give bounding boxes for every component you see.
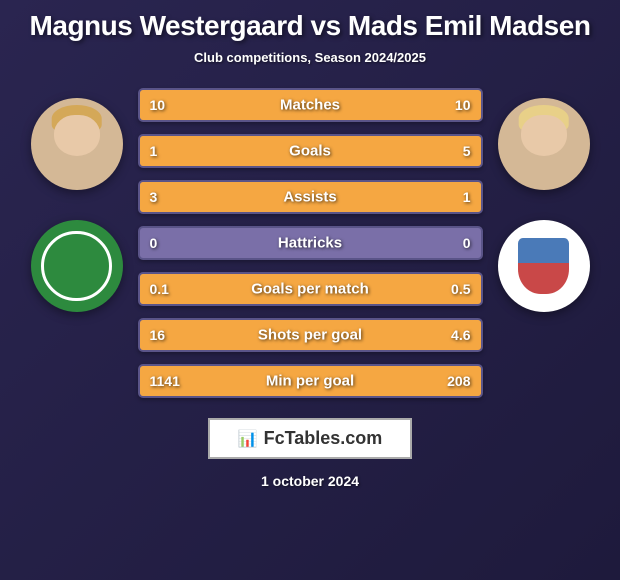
stat-value-left: 3	[150, 189, 158, 205]
chart-icon: 📊	[238, 429, 258, 449]
stat-value-left: 10	[150, 97, 166, 113]
stat-value-left: 1	[150, 143, 158, 159]
stat-row: 0 0 Hattricks	[138, 226, 483, 260]
stat-row: 16 4.6 Shots per goal	[138, 318, 483, 352]
stat-value-left: 16	[150, 327, 166, 343]
date-label: 1 october 2024	[0, 473, 620, 489]
stat-value-left: 1141	[150, 373, 180, 389]
club2-badge	[498, 220, 590, 312]
stat-label: Goals per match	[251, 281, 369, 298]
stat-value-right: 5	[463, 143, 471, 159]
stat-row: 10 10 Matches	[138, 88, 483, 122]
stats-container: 10 10 Matches 1 5 Goals 3 1 Assists 0 0 Hattricks 0.…	[138, 88, 483, 398]
left-side	[31, 88, 123, 312]
subtitle: Club competitions, Season 2024/2025	[0, 50, 620, 65]
page-title: Magnus Westergaard vs Mads Emil Madsen	[0, 10, 620, 42]
stat-value-right: 0.5	[451, 281, 470, 297]
stat-label: Hattricks	[278, 235, 342, 252]
stat-label: Matches	[280, 97, 340, 114]
stat-value-left: 0	[150, 235, 158, 251]
right-side	[498, 88, 590, 312]
stat-row: 3 1 Assists	[138, 180, 483, 214]
stat-value-left: 0.1	[150, 281, 169, 297]
stat-fill-left	[140, 182, 396, 212]
player1-avatar	[31, 98, 123, 190]
stat-row: 0.1 0.5 Goals per match	[138, 272, 483, 306]
stat-label: Goals	[289, 143, 331, 160]
stat-value-right: 10	[455, 97, 471, 113]
stat-label: Min per goal	[266, 373, 354, 390]
brand-label: FcTables.com	[264, 428, 383, 448]
stat-value-right: 1	[463, 189, 471, 205]
stat-row: 1141 208 Min per goal	[138, 364, 483, 398]
stat-fill-left	[140, 136, 195, 166]
stat-row: 1 5 Goals	[138, 134, 483, 168]
player2-avatar	[498, 98, 590, 190]
stat-fill-right	[194, 136, 480, 166]
stat-label: Shots per goal	[258, 327, 362, 344]
stat-value-right: 0	[463, 235, 471, 251]
brand-box[interactable]: 📊 FcTables.com	[208, 418, 413, 459]
stat-value-right: 208	[447, 373, 470, 389]
stat-value-right: 4.6	[451, 327, 470, 343]
club1-badge	[31, 220, 123, 312]
stat-label: Assists	[283, 189, 336, 206]
